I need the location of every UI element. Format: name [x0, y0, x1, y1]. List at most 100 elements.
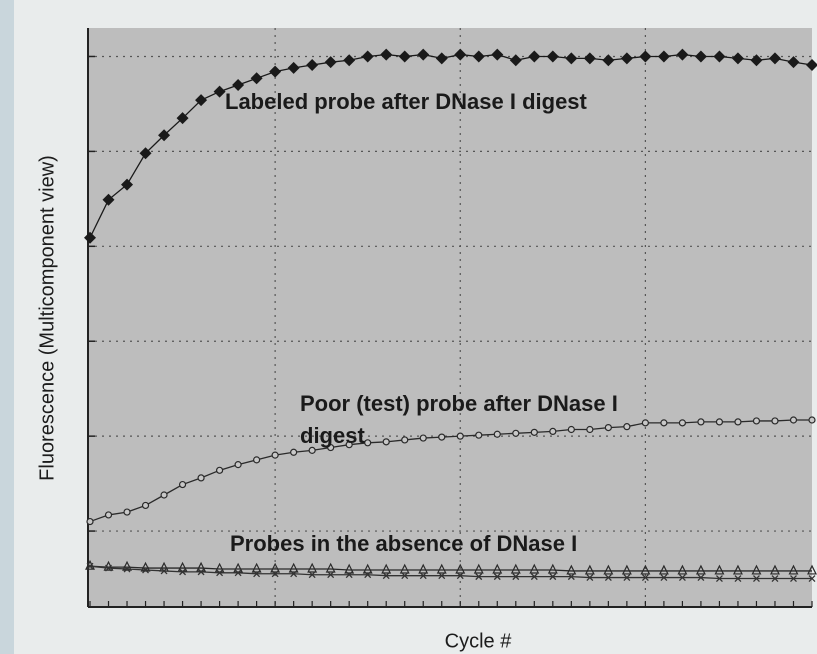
marker [454, 48, 467, 61]
annotation: Labeled probe after DNase I digest [225, 89, 588, 114]
marker [475, 573, 483, 581]
marker [731, 52, 744, 65]
marker [436, 563, 447, 574]
marker [567, 573, 575, 581]
marker [343, 54, 356, 67]
marker [197, 474, 205, 482]
marker [253, 570, 261, 578]
marker [472, 50, 485, 63]
marker [419, 434, 427, 442]
marker [290, 448, 298, 456]
marker [344, 563, 355, 574]
marker [104, 511, 113, 519]
marker [715, 575, 723, 582]
marker [399, 563, 410, 574]
marker [123, 565, 131, 573]
marker [382, 572, 390, 580]
marker [676, 48, 689, 61]
marker [586, 574, 594, 582]
marker [660, 419, 668, 427]
marker [142, 566, 149, 574]
marker [529, 563, 540, 574]
marker [768, 52, 781, 65]
marker [270, 562, 281, 573]
marker [546, 50, 559, 63]
marker [234, 461, 242, 469]
marker [327, 443, 335, 452]
marker [438, 572, 446, 580]
marker [623, 423, 631, 431]
marker [213, 85, 226, 98]
marker [176, 112, 189, 125]
marker [621, 564, 632, 575]
marker [566, 564, 577, 575]
marker [586, 425, 594, 434]
marker [790, 575, 797, 582]
marker [307, 562, 318, 573]
marker [660, 574, 668, 582]
marker [160, 567, 168, 575]
marker [86, 517, 94, 526]
marker [160, 491, 168, 499]
marker [456, 572, 464, 580]
marker [751, 564, 762, 575]
marker [287, 61, 300, 74]
marker [639, 50, 652, 63]
marker [640, 564, 651, 575]
marker [602, 54, 615, 67]
marker [417, 48, 430, 61]
marker [567, 425, 575, 434]
marker [123, 508, 131, 516]
marker [288, 562, 299, 573]
marker [604, 424, 612, 432]
marker [327, 571, 335, 579]
marker [271, 451, 279, 459]
page-edge [0, 0, 14, 654]
annotation: Poor (test) probe after DNase I [300, 391, 618, 416]
marker [753, 575, 760, 582]
x-axis-label: Cycle # [445, 630, 513, 652]
marker [734, 418, 742, 426]
marker [308, 446, 316, 454]
marker [419, 572, 427, 580]
marker [658, 564, 669, 575]
marker [657, 50, 670, 63]
marker [121, 178, 134, 191]
marker [251, 562, 262, 573]
marker [456, 432, 464, 440]
marker [179, 568, 187, 576]
marker [549, 427, 557, 436]
marker [697, 574, 705, 582]
marker [695, 564, 706, 575]
marker [232, 78, 245, 91]
marker [620, 52, 633, 65]
marker [604, 574, 612, 582]
marker [493, 573, 501, 581]
marker [398, 50, 411, 63]
marker [641, 574, 649, 582]
marker [435, 52, 448, 65]
marker [361, 50, 374, 63]
y-axis-label: Fluorescence (Multicomponent view) [36, 155, 58, 481]
marker [139, 147, 152, 160]
marker [583, 52, 596, 65]
marker [678, 574, 686, 582]
marker [492, 563, 503, 574]
marker [438, 433, 446, 441]
marker [806, 59, 817, 72]
marker [530, 428, 538, 436]
marker [584, 564, 595, 575]
marker [325, 562, 336, 573]
marker [269, 65, 282, 78]
series-line [89, 565, 812, 580]
marker [141, 501, 150, 510]
series-line [89, 53, 813, 239]
marker [547, 563, 558, 574]
marker [677, 564, 688, 575]
marker [808, 575, 816, 582]
marker [641, 419, 649, 427]
marker [789, 416, 798, 424]
marker [678, 419, 687, 427]
marker [475, 431, 483, 439]
